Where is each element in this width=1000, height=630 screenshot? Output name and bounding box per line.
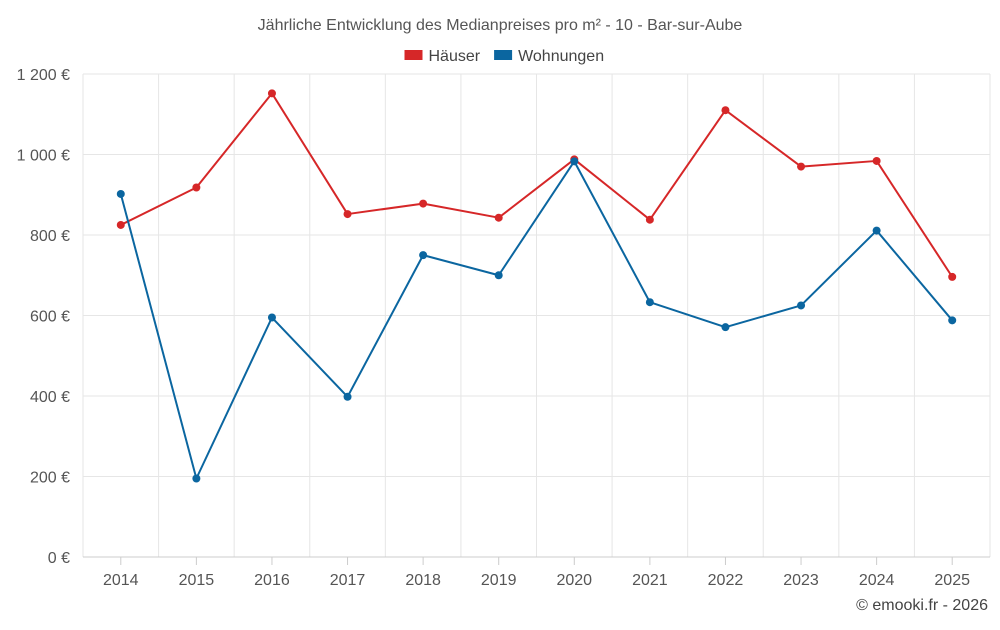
data-point[interactable] [419,251,428,260]
x-tick-label: 2024 [859,572,895,589]
data-point[interactable] [116,189,125,198]
x-tick-label: 2025 [934,572,970,589]
legend-item[interactable]: Wohnungen [494,48,604,65]
data-point[interactable] [192,474,201,483]
x-tick-label: 2018 [405,572,441,589]
data-point[interactable] [645,215,654,224]
series-wohnungen [116,157,957,483]
data-point[interactable] [192,183,201,192]
data-point[interactable] [948,272,957,281]
y-tick-label: 800 € [30,228,70,245]
data-point[interactable] [872,156,881,165]
y-tick-label: 400 € [30,389,70,406]
gridlines [82,73,991,558]
legend-label: Häuser [429,48,481,65]
data-point[interactable] [494,271,503,280]
series-line [119,160,953,480]
y-tick-label: 0 € [48,550,70,567]
chart-title: Jährliche Entwicklung des Medianpreises … [258,17,743,34]
credit-text: © emooki.fr - 2026 [856,597,988,614]
data-point[interactable] [570,157,579,166]
y-tick-label: 600 € [30,309,70,326]
data-point[interactable] [116,220,125,229]
data-point[interactable] [267,313,276,322]
x-axis-ticks: 2014 2015 2016 2017 2018 2019 2020 2021 2022 2023… [103,557,970,589]
series-haeuser [116,89,957,281]
data-point[interactable] [419,199,428,208]
legend-label: Wohnungen [518,48,604,65]
x-tick-label: 2014 [103,572,139,589]
data-point[interactable] [343,210,352,219]
legend-item[interactable]: Häuser [404,48,481,65]
x-tick-label: 2020 [556,572,592,589]
x-tick-label: 2021 [632,572,668,589]
data-point[interactable] [948,316,957,325]
legend-swatch [494,50,513,60]
y-tick-label: 1 200 € [17,67,70,84]
data-point[interactable] [872,226,881,235]
data-point[interactable] [645,298,654,307]
data-point[interactable] [721,323,730,332]
legend-swatch [404,50,423,60]
y-tick-label: 200 € [30,470,70,487]
x-tick-label: 2016 [254,572,290,589]
series-layer [116,89,957,483]
data-point[interactable] [267,89,276,98]
x-tick-label: 2015 [179,572,215,589]
y-tick-label: 1 000 € [17,148,70,165]
series-line [120,92,954,278]
data-point[interactable] [721,106,730,115]
x-tick-label: 2022 [708,572,744,589]
data-point[interactable] [797,162,806,171]
x-tick-label: 2017 [330,572,366,589]
x-tick-label: 2019 [481,572,517,589]
data-point[interactable] [797,301,806,310]
data-point[interactable] [343,392,352,401]
legend: Häuser Wohnungen [404,48,604,65]
data-point[interactable] [494,213,503,222]
y-axis-ticks: 0 € 200 € 400 € 600 € 800 € 1 000 € 1 200 € [17,67,70,567]
x-tick-label: 2023 [783,572,819,589]
